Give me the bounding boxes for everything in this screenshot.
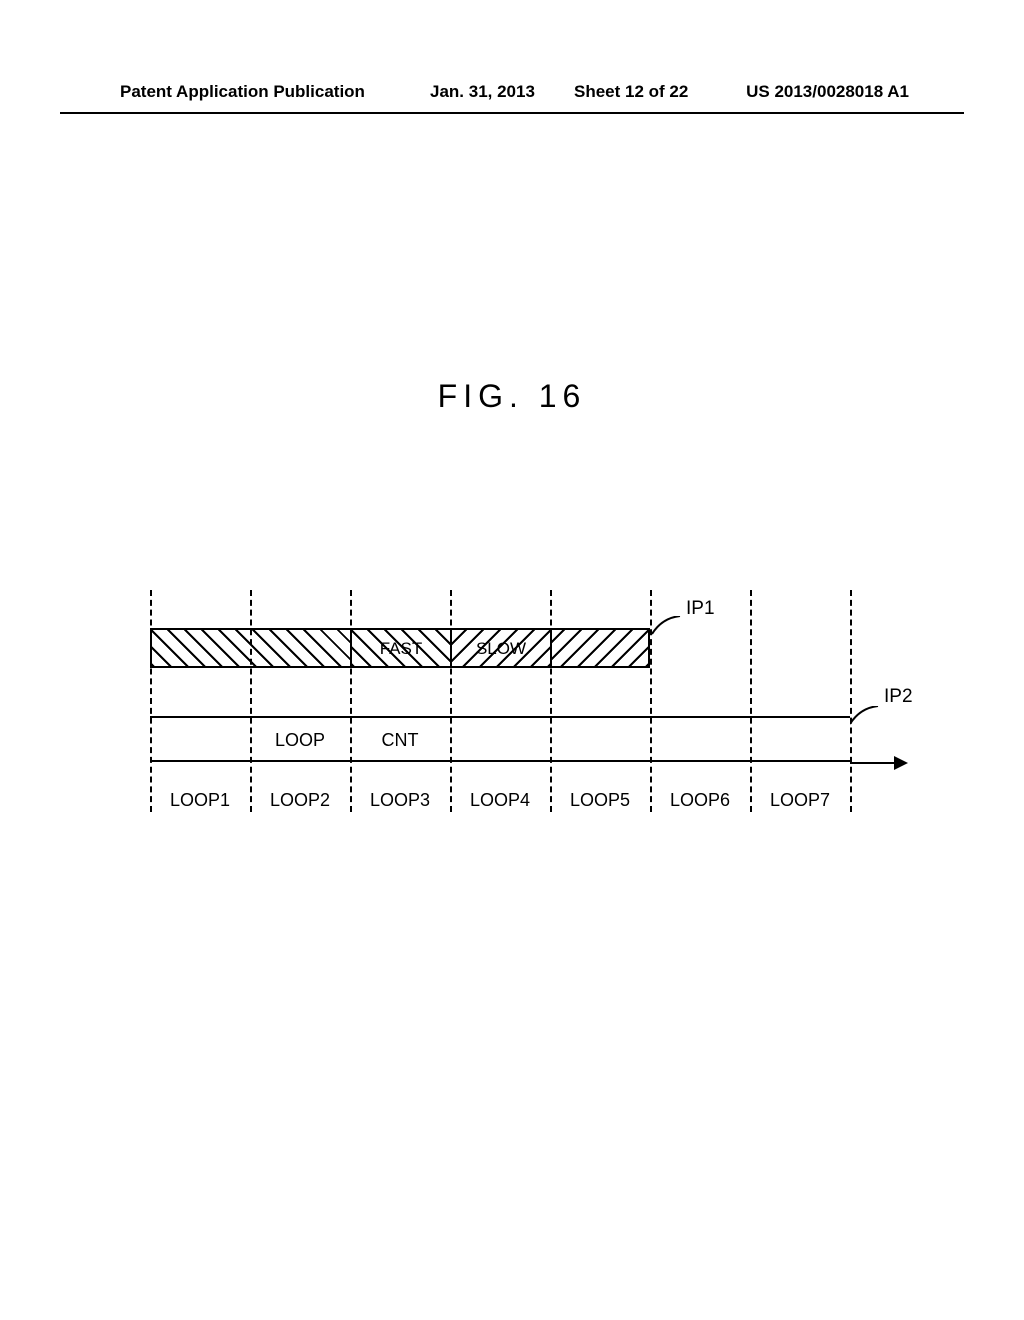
ip2-leader-line — [850, 706, 882, 726]
column-divider — [450, 590, 452, 812]
ip2-cell — [150, 716, 250, 762]
ip1-segment — [150, 628, 350, 668]
ip2-cell — [450, 716, 550, 762]
ip1-segment — [550, 628, 650, 668]
page: Patent Application Publication Jan. 31, … — [0, 0, 1024, 1320]
ip1-segment: SLOW — [450, 628, 550, 668]
header-date: Jan. 31, 2013 — [430, 82, 535, 102]
column-divider — [750, 590, 752, 812]
ip1-segment: FAST — [350, 628, 450, 668]
loop-label: LOOP4 — [450, 790, 550, 811]
header-sheet: Sheet 12 of 22 — [574, 82, 688, 102]
header-rule — [60, 112, 964, 114]
ip2-label: IP2 — [884, 686, 913, 708]
timeline-arrowhead — [894, 756, 908, 770]
loop-label: LOOP2 — [250, 790, 350, 811]
timeline-arrow — [850, 762, 894, 764]
loop-label: LOOP5 — [550, 790, 650, 811]
loop-label: LOOP1 — [150, 790, 250, 811]
ip1-segment-label: SLOW — [452, 639, 550, 659]
column-divider — [850, 590, 852, 812]
ip2-cell — [650, 716, 750, 762]
ip2-cell: CNT — [350, 716, 450, 762]
loop-label: LOOP6 — [650, 790, 750, 811]
ip2-cell: LOOP — [250, 716, 350, 762]
ip1-label: IP1 — [686, 598, 715, 620]
ip2-cell-label: LOOP — [250, 730, 350, 751]
ip2-cell-label: CNT — [350, 730, 450, 751]
column-divider — [550, 590, 552, 812]
ip2-cell — [750, 716, 850, 762]
header-publication: Patent Application Publication — [120, 82, 365, 102]
page-header: Patent Application Publication Jan. 31, … — [0, 82, 1024, 110]
header-pubno: US 2013/0028018 A1 — [746, 82, 909, 102]
ip1-leader-line — [652, 616, 684, 636]
figure-title: FIG. 16 — [0, 378, 1024, 415]
loop-label: LOOP7 — [750, 790, 850, 811]
column-divider — [250, 590, 252, 812]
ip1-row: FASTSLOW — [150, 628, 870, 668]
loop-label: LOOP3 — [350, 790, 450, 811]
ip2-cell — [550, 716, 650, 762]
ip2-row: LOOPCNT — [150, 716, 870, 762]
column-divider — [350, 590, 352, 812]
column-divider — [150, 590, 152, 812]
ip1-segment-label: FAST — [352, 639, 450, 659]
